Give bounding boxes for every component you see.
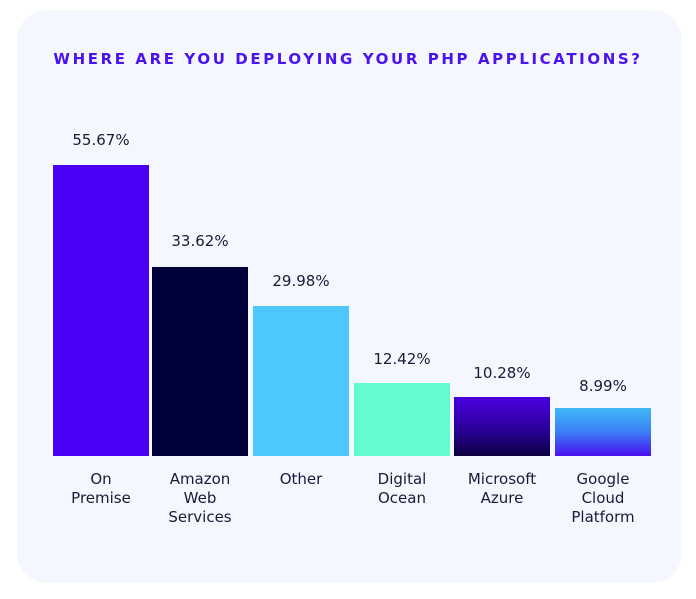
value-label-other: 29.98%	[272, 272, 330, 290]
label-line: Ocean	[378, 489, 426, 507]
label-line: Premise	[71, 489, 131, 507]
bar-amazon-web-services	[152, 267, 248, 456]
value-label-on-premise: 55.67%	[72, 131, 130, 149]
label-line: Other	[279, 470, 323, 488]
label-line: On	[90, 470, 112, 488]
category-label-digital-ocean: Digital Ocean	[347, 470, 457, 508]
label-line: Azure	[480, 489, 524, 507]
bar-microsoft-azure	[454, 397, 550, 456]
value-label-amazon-web-services: 33.62%	[171, 232, 229, 250]
value-label-google-cloud-platform: 8.99%	[579, 377, 627, 395]
bar-digital-ocean	[354, 383, 450, 456]
value-label-digital-ocean: 12.42%	[373, 350, 431, 368]
label-line: Microsoft	[467, 470, 537, 488]
label-line: Amazon	[169, 470, 231, 488]
label-line: Cloud	[581, 489, 625, 507]
label-line: Web	[183, 489, 217, 507]
label-line: Digital	[377, 470, 427, 488]
label-line: Services	[168, 508, 232, 526]
category-label-amazon-web-services: Amazon Web Services	[145, 470, 255, 527]
category-label-on-premise: On Premise	[46, 470, 156, 508]
category-label-microsoft-azure: Microsoft Azure	[447, 470, 557, 508]
bar-other	[253, 306, 349, 456]
category-label-google-cloud-platform: Google Cloud Platform	[548, 470, 658, 527]
value-label-microsoft-azure: 10.28%	[473, 364, 531, 382]
category-label-other: Other	[246, 470, 356, 489]
label-line: Google	[576, 470, 630, 488]
label-line: Platform	[571, 508, 635, 526]
bar-on-premise	[53, 165, 149, 456]
chart-title: WHERE ARE YOU DEPLOYING YOUR PHP APPLICA…	[53, 50, 643, 68]
bar-google-cloud-platform	[555, 408, 651, 456]
